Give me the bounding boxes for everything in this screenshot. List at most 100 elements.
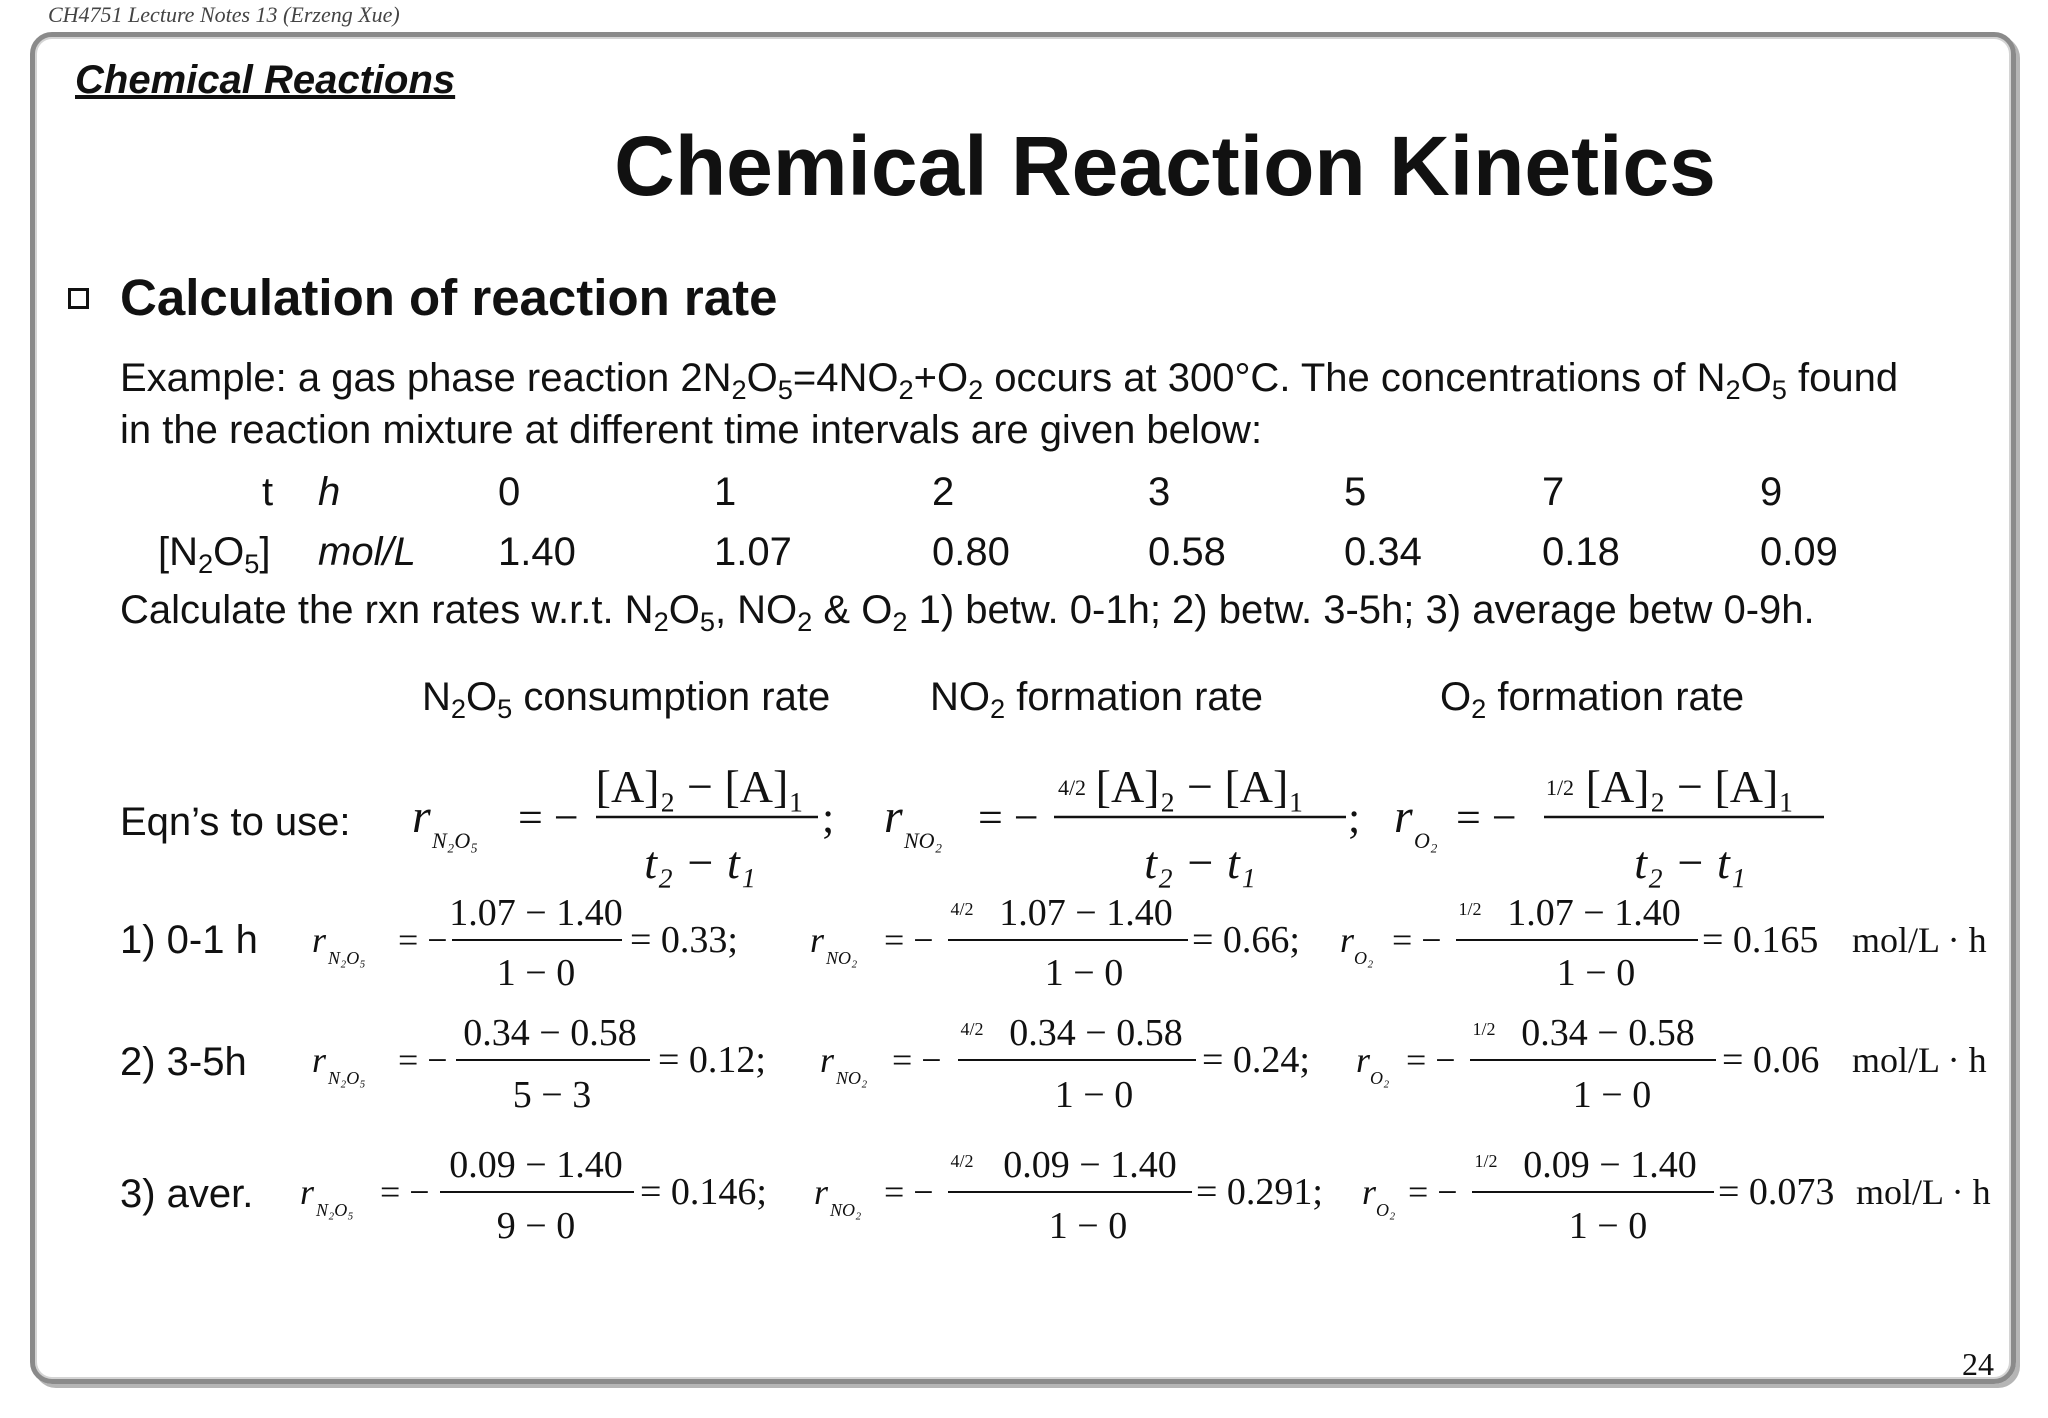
- rate-symbol: r: [312, 1040, 327, 1080]
- fraction-numerator: 1.07 − 1.40: [449, 892, 622, 934]
- table-cell: 0.34: [1344, 530, 1422, 574]
- case-label: 3) aver.: [120, 1172, 254, 1216]
- rate-subscript: N₂O₅: [327, 948, 366, 968]
- eqns-label: Eqn’s to use:: [120, 800, 351, 844]
- stoich-coefficient: 1/2: [1472, 1019, 1495, 1039]
- table-time-unit: h: [318, 470, 341, 514]
- square-bullet-icon: [68, 288, 89, 309]
- rate-subscript: O₂: [1376, 1200, 1395, 1220]
- rate-subscript: NO₂: [825, 948, 857, 968]
- rate-subscript: N₂O₅: [431, 828, 478, 853]
- result-value: = 0.073: [1718, 1171, 1834, 1213]
- equals-minus: = −: [398, 920, 448, 960]
- fraction-numerator: [A]₂ − [A]₁: [1586, 761, 1795, 812]
- table-cell: 2: [932, 470, 955, 514]
- equals-minus: = −: [884, 920, 934, 960]
- general-equation-no2: r NO₂ = − 4/2 [A]₂ − [A]₁ t₂ − t₁ ;: [884, 761, 1360, 888]
- separator: ;: [822, 793, 834, 842]
- fraction-denominator: t₂ − t₁: [1634, 837, 1746, 888]
- case-label: 1) 0-1 h: [120, 918, 258, 962]
- header-note: CH4751 Lecture Notes 13 (Erzeng Xue): [48, 2, 400, 27]
- fraction-numerator: 0.09 − 1.40: [449, 1144, 622, 1186]
- fraction-numerator: 0.34 − 0.58: [1521, 1012, 1694, 1054]
- result-value: = 0.33;: [630, 919, 738, 961]
- rate-unit: mol/L · h: [1852, 1040, 1987, 1080]
- slide-title: Chemical Reaction Kinetics: [614, 119, 1716, 213]
- table-cell: 0.80: [932, 530, 1010, 574]
- table-cell: 1.40: [498, 530, 576, 574]
- general-equation-o2: r O₂ = − 1/2 [A]₂ − [A]₁ t₂ − t₁: [1394, 761, 1824, 888]
- fraction-denominator: 1 − 0: [1569, 1205, 1647, 1247]
- case-3-equations: r N₂O₅ = − 0.09 − 1.40 9 − 0 = 0.146; r …: [300, 1144, 1991, 1247]
- rate-label-n2o5: N2O5 consumption rate: [422, 675, 831, 725]
- table-time-label: t: [262, 470, 274, 514]
- rate-label-o2: O2 formation rate: [1440, 675, 1745, 725]
- fraction-denominator: 1 − 0: [1557, 952, 1635, 994]
- stoich-coefficient: 4/2: [950, 899, 973, 919]
- table-cell: 0.18: [1542, 530, 1620, 574]
- case-label: 2) 3-5h: [120, 1040, 247, 1084]
- fraction-numerator: [A]₂ − [A]₁: [596, 761, 805, 812]
- rate-symbol: r: [1394, 790, 1413, 843]
- fraction-numerator: 0.09 − 1.40: [1003, 1144, 1176, 1186]
- rate-symbol: r: [814, 1172, 829, 1212]
- example-paragraph: Example: a gas phase reaction 2N2O5=4NO2…: [120, 356, 1899, 452]
- fraction-denominator: 1 − 0: [497, 952, 575, 994]
- fraction-denominator: t₂ − t₁: [644, 837, 756, 888]
- fraction-denominator: t₂ − t₁: [1144, 837, 1256, 888]
- page-number: 24: [1962, 1346, 1994, 1382]
- rate-subscript: O₂: [1354, 948, 1373, 968]
- stoich-coefficient: 4/2: [960, 1019, 983, 1039]
- stoich-coefficient: 4/2: [1058, 775, 1086, 800]
- table-cell: 3: [1148, 470, 1171, 514]
- fraction-denominator: 1 − 0: [1045, 952, 1123, 994]
- case-2-equations: r N₂O₅ = − 0.34 − 0.58 5 − 3 = 0.12; r N…: [312, 1012, 1987, 1116]
- table-cell: 0.09: [1760, 530, 1838, 574]
- stoich-coefficient: 1/2: [1546, 775, 1574, 800]
- table-cell: 0: [498, 470, 521, 514]
- equals-minus: = −: [1456, 793, 1517, 842]
- rate-symbol: r: [312, 920, 327, 960]
- table-cell: 1: [714, 470, 737, 514]
- table-cell: 1.07: [714, 530, 792, 574]
- rate-label-no2: NO2 formation rate: [930, 675, 1264, 725]
- result-value: = 0.291;: [1196, 1171, 1323, 1213]
- table-cell: 5: [1344, 470, 1367, 514]
- fraction-denominator: 5 − 3: [513, 1074, 591, 1116]
- rate-subscript: O₂: [1370, 1068, 1389, 1088]
- equals-minus: = −: [1408, 1172, 1458, 1212]
- rate-symbol: r: [820, 1040, 835, 1080]
- rate-symbol: r: [300, 1172, 315, 1212]
- rate-symbol: r: [1340, 920, 1355, 960]
- equals-minus: = −: [380, 1172, 430, 1212]
- rate-subscript: N₂O₅: [315, 1200, 354, 1220]
- separator: ;: [1348, 793, 1360, 842]
- fraction-denominator: 9 − 0: [497, 1205, 575, 1247]
- rate-subscript: NO₂: [835, 1068, 867, 1088]
- result-value: = 0.06: [1722, 1039, 1819, 1081]
- rate-symbol: r: [1362, 1172, 1377, 1212]
- rate-symbol: r: [1356, 1040, 1371, 1080]
- slide-frame: [30, 32, 2016, 1384]
- rate-subscript: NO₂: [829, 1200, 861, 1220]
- equals-minus: = −: [978, 793, 1039, 842]
- bullet-heading: Calculation of reaction rate: [120, 269, 778, 326]
- fraction-denominator: 1 − 0: [1573, 1074, 1651, 1116]
- rate-symbol: r: [884, 790, 903, 843]
- result-value: = 0.24;: [1202, 1039, 1310, 1081]
- equals-minus: = −: [398, 1040, 448, 1080]
- rate-unit: mol/L · h: [1856, 1172, 1991, 1212]
- section-label: Chemical Reactions: [75, 58, 456, 102]
- rate-subscript: N₂O₅: [327, 1068, 366, 1088]
- result-value: = 0.66;: [1192, 919, 1300, 961]
- equals-minus: = −: [1392, 920, 1442, 960]
- stoich-coefficient: 1/2: [1474, 1151, 1497, 1171]
- fraction-numerator: 1.07 − 1.40: [999, 892, 1172, 934]
- fraction-denominator: 1 − 0: [1049, 1205, 1127, 1247]
- fraction-numerator: 0.34 − 0.58: [463, 1012, 636, 1054]
- equals-minus: = −: [518, 793, 579, 842]
- result-value: = 0.165: [1702, 919, 1818, 961]
- result-value: = 0.12;: [658, 1039, 766, 1081]
- fraction-numerator: 0.34 − 0.58: [1009, 1012, 1182, 1054]
